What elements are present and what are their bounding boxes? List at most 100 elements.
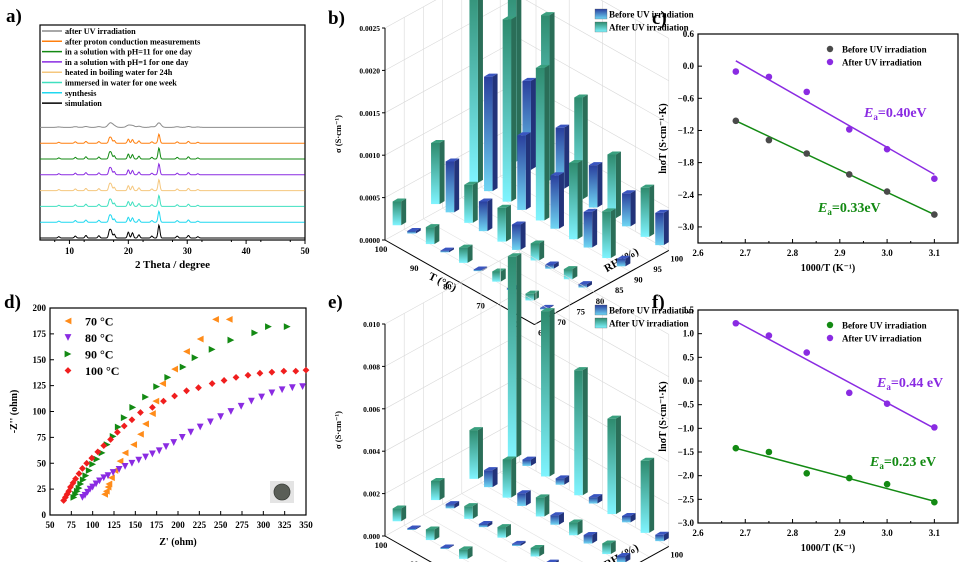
legend-label: after UV irradiation xyxy=(65,27,136,36)
bar-top xyxy=(445,158,460,162)
bar xyxy=(473,269,483,272)
z-tick-label: 0.0005 xyxy=(359,194,380,203)
z-tick-label: 0.004 xyxy=(363,447,380,456)
rh-tick-label: 100 xyxy=(670,253,683,263)
data-point xyxy=(142,393,149,401)
data-point xyxy=(121,462,129,470)
grid-line xyxy=(384,0,437,29)
bar-top xyxy=(407,525,421,529)
x-axis-label: Z' (ohm) xyxy=(159,537,197,548)
grid-line xyxy=(500,472,650,558)
bar-top xyxy=(431,140,445,144)
data-point xyxy=(109,469,117,476)
legend-label: immersed in water for one week xyxy=(65,79,177,88)
bar-top xyxy=(517,132,531,136)
data-point xyxy=(128,459,136,467)
data-point xyxy=(102,487,110,495)
bar xyxy=(425,529,435,541)
bar-top xyxy=(484,467,498,471)
legend-marker xyxy=(826,321,834,329)
bar xyxy=(431,480,440,501)
x-tick-label: 275 xyxy=(235,520,249,530)
bar-top xyxy=(550,172,564,176)
x-axis-label: 1000/T (K⁻¹) xyxy=(801,263,855,274)
bar-top xyxy=(535,64,550,68)
data-point xyxy=(883,145,891,153)
bar xyxy=(569,162,578,240)
bar-side xyxy=(439,477,445,501)
legend-label: 80 °C xyxy=(85,331,113,345)
bar-top xyxy=(492,268,506,272)
bar-top xyxy=(431,477,445,481)
y-tick-label: 200 xyxy=(33,303,47,313)
data-point xyxy=(803,150,811,157)
bar-side xyxy=(448,247,454,253)
data-point xyxy=(288,384,296,392)
data-point xyxy=(732,68,740,75)
plot-frame xyxy=(697,309,959,524)
data-point xyxy=(75,470,83,477)
activation-energy-label: Ea=0.44 eV xyxy=(876,376,943,392)
bar-side xyxy=(415,525,421,530)
data-point xyxy=(247,397,255,405)
data-point xyxy=(88,454,96,462)
bar xyxy=(497,207,506,242)
bar-side xyxy=(597,162,603,208)
bar-top xyxy=(640,184,655,188)
data-point xyxy=(931,424,938,431)
data-point xyxy=(183,348,190,355)
bar-top xyxy=(541,308,555,312)
data-point xyxy=(149,410,156,417)
bar xyxy=(440,250,449,253)
data-point xyxy=(732,319,740,327)
data-point xyxy=(765,332,773,339)
bar xyxy=(440,547,449,549)
bar-top xyxy=(478,520,493,524)
bar-side xyxy=(610,540,616,555)
bar xyxy=(602,543,611,555)
bar xyxy=(550,515,559,525)
xrd-trace xyxy=(40,178,305,192)
x-tick-label: 3.1 xyxy=(929,528,941,538)
bar xyxy=(484,470,493,488)
bar-top xyxy=(607,151,621,155)
bar-top xyxy=(464,503,478,507)
bar-top xyxy=(583,208,598,212)
bar-side xyxy=(454,501,460,509)
y-tick-label: −1.0 xyxy=(678,423,695,433)
x-tick-label: 40 xyxy=(242,246,252,256)
bar-top xyxy=(622,512,636,516)
x-tick-label: 225 xyxy=(193,520,207,530)
grid-line xyxy=(519,291,669,378)
bar-side xyxy=(492,73,498,192)
bar xyxy=(407,230,416,234)
bar xyxy=(522,80,531,170)
bar-top xyxy=(563,266,578,270)
bar-side xyxy=(592,532,598,544)
data-point xyxy=(251,329,259,337)
data-point xyxy=(162,443,170,451)
rh-tick-label: 90 xyxy=(634,275,643,285)
data-point xyxy=(883,480,891,488)
data-point xyxy=(237,402,245,410)
data-point xyxy=(121,449,129,457)
data-point xyxy=(931,498,938,506)
y-tick-label: 25 xyxy=(37,484,47,494)
x-tick-label: 3.0 xyxy=(881,248,893,258)
bar xyxy=(588,165,598,208)
data-point xyxy=(931,175,938,182)
data-point xyxy=(89,483,97,491)
bar-top xyxy=(497,524,511,528)
legend-label: After UV irradiation xyxy=(609,23,689,33)
bar-top xyxy=(622,190,636,194)
data-point xyxy=(207,418,214,426)
z-tick-label: 0.0000 xyxy=(359,236,380,245)
grid-line xyxy=(384,376,520,452)
grid-line xyxy=(384,334,520,410)
grid-line xyxy=(384,38,520,114)
xrd-trace xyxy=(40,122,305,128)
bar-top xyxy=(525,290,539,294)
bar-side xyxy=(434,526,440,541)
bar-side xyxy=(615,415,621,515)
